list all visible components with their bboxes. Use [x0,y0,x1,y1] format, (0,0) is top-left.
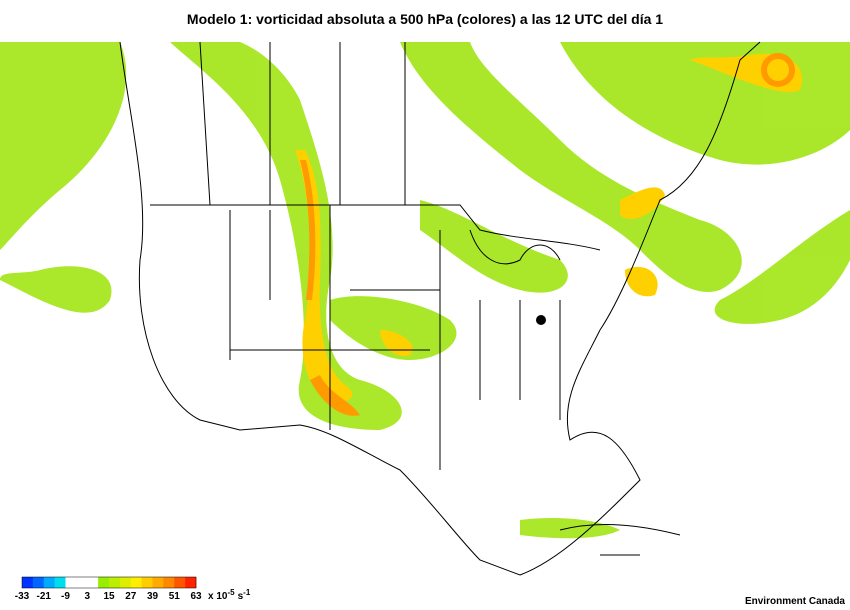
unit-part: -5 [227,588,235,597]
colorbar-tick-label: 15 [103,591,115,602]
colorbar-swatch [32,577,45,588]
location-marker [536,315,546,325]
colorbar-tick-label: -21 [37,591,52,602]
colorbar-tick-label: -33 [15,591,30,602]
colorbar: -33 -21 -9 3 15 27 39 51 63 x 10-5 s-1 [15,576,251,603]
colorbar-swatch [185,577,197,588]
colorbar-swatch [163,577,175,588]
boundaries [119,41,761,576]
colorbar-tick-label: 51 [169,591,181,602]
colorbar-frame [21,576,197,589]
map [0,41,850,576]
colorbar-swatch [109,577,121,588]
colorbar-swatch [119,577,132,588]
colorbar-swatch [76,577,88,588]
colorbar-swatch [152,577,164,588]
colorbar-swatch [174,577,186,588]
colorbar-tick-label: -9 [61,591,70,602]
unit-part: -1 [243,588,251,597]
vorticity-max [300,53,795,416]
credit: Environment Canada [745,596,845,607]
map-title: Modelo 1: vorticidad absoluta a 500 hPa … [187,11,663,27]
colorbar-swatch [54,577,66,588]
colorbar-swatch [98,577,110,588]
colorbar-swatch [141,577,153,588]
colorbar-tick-label: 39 [147,591,159,602]
colorbar-unit: x 10-5 s-1 [208,588,251,603]
unit-part: s [238,591,244,602]
colorbar-swatch [43,577,55,588]
unit-part: x 10 [208,591,228,602]
colorbar-swatch [130,577,142,588]
colorbar-swatch [87,577,99,588]
colorbar-swatch [65,577,77,588]
colorbar-tick-label: 3 [84,591,90,602]
colorbar-swatch [22,577,34,588]
colorbar-tick-label: 63 [190,591,202,602]
colorbar-tick-label: 27 [125,591,137,602]
